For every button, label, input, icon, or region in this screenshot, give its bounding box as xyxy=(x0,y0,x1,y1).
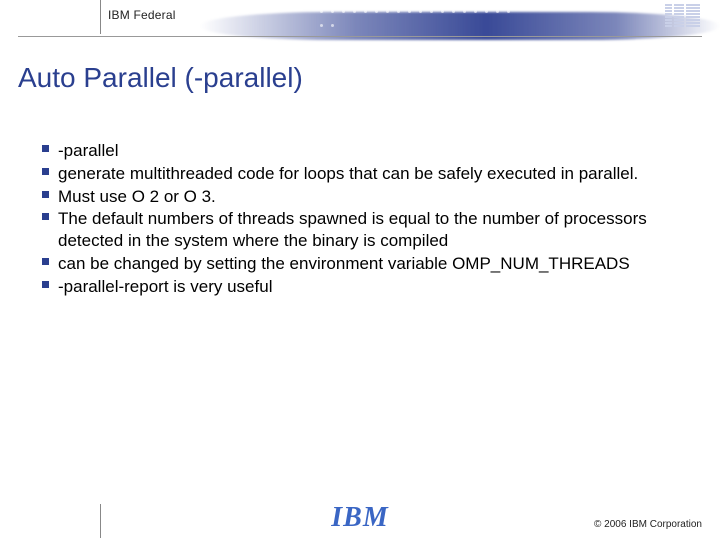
bullet-list: -parallel generate multithreaded code fo… xyxy=(42,140,678,297)
header-brand-text: IBM Federal xyxy=(108,8,176,22)
list-item: can be changed by setting the environmen… xyxy=(42,253,678,275)
ibm-stripes-logo-icon xyxy=(665,4,700,27)
list-item: -parallel-report is very useful xyxy=(42,276,678,298)
footer-divider xyxy=(100,504,101,538)
list-item: generate multithreaded code for loops th… xyxy=(42,163,678,185)
content-area: -parallel generate multithreaded code fo… xyxy=(0,100,720,297)
header-underline xyxy=(18,36,702,37)
footer-ibm-logo: IBM xyxy=(331,502,388,534)
list-item: -parallel xyxy=(42,140,678,162)
header: IBM Federal xyxy=(0,0,720,40)
footer-copyright: © 2006 IBM Corporation xyxy=(594,519,702,530)
list-item: Must use O 2 or O 3. xyxy=(42,186,678,208)
list-item: The default numbers of threads spawned i… xyxy=(42,208,678,252)
header-decorative-wave xyxy=(200,0,720,40)
slide-title: Auto Parallel (-parallel) xyxy=(0,40,720,100)
header-divider xyxy=(100,0,101,34)
footer: IBM © 2006 IBM Corporation xyxy=(0,500,720,540)
